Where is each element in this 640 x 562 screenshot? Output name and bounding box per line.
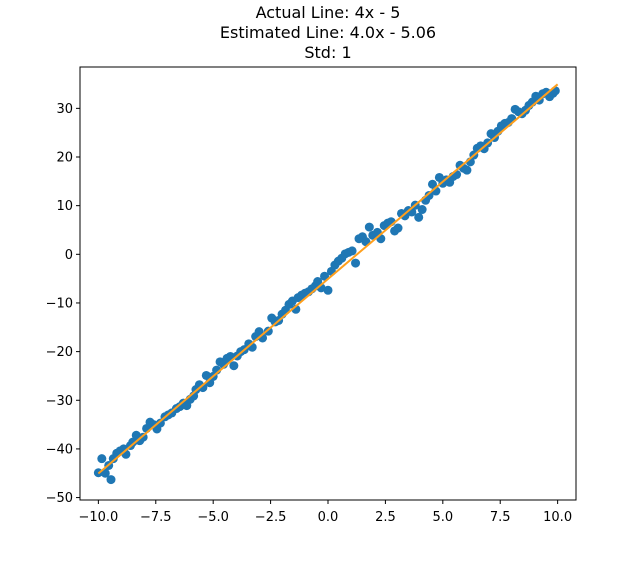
y-tick-label: 10 [56,199,73,214]
y-axis: −50 −40 −30 −20 −10 0 10 20 30 [46,102,80,506]
y-tick-label: −40 [46,442,73,457]
chart-title-line-1: Actual Line: 4x - 5 [255,3,401,22]
data-point [128,437,138,447]
y-tick-label: −50 [46,491,73,506]
data-point [417,205,427,215]
data-point [97,454,107,464]
data-point [351,258,361,268]
data-point [462,165,472,175]
chart-title-line-2: Estimated Line: 4.0x - 5.06 [219,23,437,42]
x-tick-label: −10.0 [78,510,118,525]
data-point [424,190,434,200]
x-tick-label: 5.0 [432,510,453,525]
x-axis: −10.0 −7.5 −5.0 −2.5 0.0 2.5 5.0 7.5 10.0 [78,500,572,525]
x-tick-label: 7.5 [490,510,511,525]
x-tick-label: −5.0 [197,510,229,525]
chart-title-line-3: Std: 1 [304,43,352,62]
y-tick-label: 0 [65,248,73,263]
y-tick-label: 20 [56,151,73,166]
x-tick-label: 0.0 [318,510,339,525]
data-point [320,271,330,281]
data-point [263,326,273,336]
data-point [323,285,333,295]
data-point [364,222,374,232]
data-point [229,361,239,371]
data-point [427,179,437,189]
y-tick-label: 30 [56,102,73,117]
data-point [393,223,403,233]
y-tick-label: −30 [46,394,73,409]
y-tick-label: −10 [46,296,73,311]
data-point [198,383,208,393]
data-point [347,246,357,256]
data-point [106,475,116,485]
x-tick-label: −2.5 [255,510,287,525]
fit-line [97,83,559,475]
plot-marks [93,83,560,485]
data-point [155,418,165,428]
data-point [414,212,424,222]
x-tick-label: 10.0 [543,510,572,525]
data-point [100,468,110,478]
y-tick-label: −20 [46,345,73,360]
data-point [138,432,148,442]
data-point [201,370,211,380]
x-tick-label: −7.5 [140,510,172,525]
x-tick-label: 2.5 [375,510,396,525]
